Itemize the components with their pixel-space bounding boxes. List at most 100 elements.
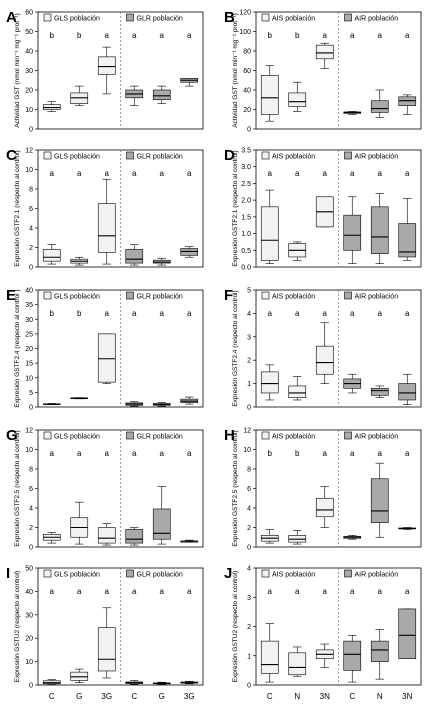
legend-swatch <box>261 291 270 300</box>
box-C-5 <box>152 257 171 266</box>
panel-letter: C <box>6 147 17 164</box>
panel-letter: H <box>224 427 235 444</box>
box-iqr <box>97 627 116 672</box>
significance-letter: a <box>350 169 355 178</box>
box-C-4 <box>125 244 144 266</box>
box-iqr <box>70 671 89 681</box>
box-H-4 <box>343 534 362 540</box>
box-A-2 <box>70 85 89 106</box>
y-tick-label: 20 <box>25 88 33 95</box>
significance-letter: a <box>378 169 383 178</box>
significance-letter: a <box>132 587 137 596</box>
box-B-4 <box>343 111 362 115</box>
y-tick-label: 4 <box>247 506 251 513</box>
box-J-6 <box>398 608 417 659</box>
box-iqr <box>288 92 307 107</box>
significance-letter: a <box>132 449 137 458</box>
box-E-4 <box>125 401 144 407</box>
box-iqr <box>42 249 61 262</box>
y-tick-label: 50 <box>25 566 33 573</box>
box-A-5 <box>152 85 171 104</box>
x-tick-label: C <box>131 692 137 701</box>
y-tick-label: 100 <box>239 29 251 36</box>
y-tick-label: 10 <box>243 447 251 454</box>
legend-entry: GLS población <box>54 294 100 301</box>
y-axis-label: Actividad GST (nmol min⁻¹ mg⁻¹ prot⁻¹) <box>232 13 239 128</box>
legend-swatch <box>344 13 352 22</box>
legend-entry: GLR población <box>137 434 183 441</box>
legend-entry: GLS población <box>54 16 100 23</box>
y-axis-label: Expresión GSTU2 (respecto al control) <box>232 571 239 683</box>
box-iqr <box>315 44 334 60</box>
box-B-2 <box>288 81 307 112</box>
y-tick-label: 1.5 <box>241 214 251 221</box>
y-tick-label: 8 <box>247 467 251 474</box>
y-tick-label: 0 <box>29 405 33 412</box>
box-D-4 <box>343 196 362 264</box>
box-I-4 <box>125 680 144 685</box>
box-E-1 <box>42 403 61 405</box>
y-tick-label: 120 <box>239 10 251 17</box>
box-B-5 <box>370 89 389 118</box>
box-D-2 <box>288 241 307 261</box>
panel-G: G 0 2 4 6 8 10 12 Expresión GSTF2.5 (respecto al… <box>6 427 204 552</box>
y-tick-label: 30 <box>25 612 33 619</box>
box-A-3 <box>97 46 116 95</box>
significance-letter: a <box>105 169 110 178</box>
x-tick-label: G <box>159 692 165 701</box>
box-F-6 <box>398 373 417 405</box>
box-iqr <box>152 508 171 540</box>
significance-letter: a <box>187 449 192 458</box>
legend-entry: AIS población <box>272 434 315 441</box>
x-tick-label: C <box>349 692 355 701</box>
y-tick-label: 8 <box>29 467 33 474</box>
y-tick-label: 20 <box>243 107 251 114</box>
y-tick-label: 8 <box>29 187 33 194</box>
box-A-1 <box>42 101 61 112</box>
legend-swatch <box>126 151 134 160</box>
box-H-6 <box>398 527 417 530</box>
panel-letter: D <box>224 147 235 164</box>
y-tick-label: 6 <box>29 206 33 213</box>
legend-entry: GLS población <box>54 154 100 161</box>
significance-letter: a <box>405 449 410 458</box>
box-E-3 <box>97 333 116 384</box>
y-axis-label: Expresión GSTF2.4 (respecto al control ) <box>14 289 21 407</box>
box-iqr <box>343 214 362 251</box>
significance-letter: a <box>105 31 110 40</box>
box-D-1 <box>260 189 279 264</box>
significance-letter: b <box>268 31 273 40</box>
y-tick-label: 40 <box>243 88 251 95</box>
legend-entry: AIR población <box>355 154 399 161</box>
significance-letter: a <box>160 309 165 318</box>
y-tick-label: 60 <box>243 68 251 75</box>
box-G-6 <box>180 539 199 543</box>
box-E-5 <box>152 402 171 407</box>
box-iqr <box>288 385 307 398</box>
significance-letter: a <box>378 449 383 458</box>
significance-letter: a <box>378 31 383 40</box>
panel-letter: J <box>224 565 232 582</box>
y-tick-label: 2 <box>247 624 251 631</box>
y-tick-label: 0 <box>247 545 251 552</box>
y-tick-label: 35 <box>25 302 33 309</box>
box-C-1 <box>42 244 61 265</box>
y-tick-label: 10 <box>25 107 33 114</box>
x-tick-label: G <box>76 692 82 701</box>
box-J-2 <box>288 646 307 677</box>
box-F-3 <box>315 322 334 384</box>
significance-letter: a <box>323 449 328 458</box>
legend-swatch <box>344 569 352 578</box>
significance-letter: a <box>105 309 110 318</box>
y-tick-label: 12 <box>243 428 251 435</box>
significance-letter: b <box>50 31 55 40</box>
panel-letter: A <box>6 9 17 26</box>
panel-letter: E <box>6 287 16 304</box>
legend-entry: GLS población <box>54 572 100 579</box>
panel-F: F 0 1 2 3 4 5 Expresión GSTF2.4 (respecto al co… <box>224 287 422 412</box>
y-tick-label: 2.0 <box>241 198 251 205</box>
legend-entry: AIR población <box>355 16 399 23</box>
y-tick-label: 20 <box>25 636 33 643</box>
